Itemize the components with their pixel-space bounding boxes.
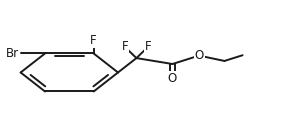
Text: Br: Br	[6, 47, 19, 60]
Text: O: O	[195, 49, 204, 62]
Text: F: F	[90, 34, 97, 47]
Text: F: F	[122, 40, 128, 53]
Text: F: F	[145, 40, 151, 53]
Text: O: O	[168, 72, 177, 85]
